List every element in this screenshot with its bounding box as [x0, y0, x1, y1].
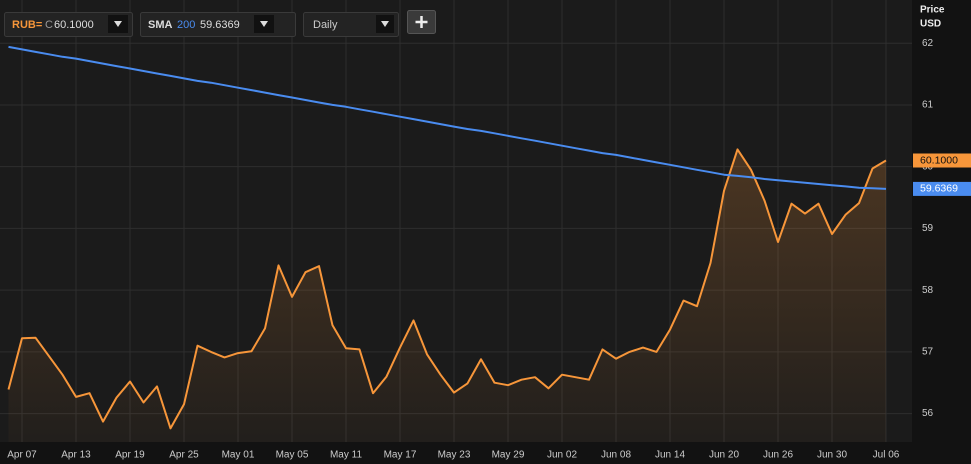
- x-tick-label: May 23: [438, 450, 471, 461]
- symbol-box[interactable]: [4, 12, 133, 37]
- price-tag-label: 60.1000: [920, 154, 958, 166]
- x-tick-label: May 17: [384, 450, 417, 461]
- plot-layer: [0, 0, 912, 442]
- x-tick-label: Jun 02: [547, 450, 577, 461]
- indicator-period: 200: [177, 19, 195, 31]
- area-fill: [8, 149, 886, 442]
- price-tag-label: 59.6369: [920, 183, 958, 195]
- interval-box[interactable]: [303, 12, 399, 37]
- dropdown-icon: [381, 21, 389, 27]
- y-tick-label: 57: [922, 347, 934, 358]
- x-tick-label: Jul 06: [873, 450, 900, 461]
- dropdown-icon: [114, 21, 122, 27]
- indicator-value: 59.6369: [200, 19, 240, 31]
- add-icon: [415, 16, 428, 28]
- x-tick-label: May 05: [276, 450, 309, 461]
- x-tick-label: May 11: [330, 450, 362, 461]
- x-tick-label: May 01: [222, 450, 255, 461]
- close-label: C: [45, 19, 53, 31]
- price-tag: [913, 181, 971, 196]
- x-tick-label: Apr 07: [7, 450, 37, 461]
- series-line: [7, 148, 887, 430]
- y-tick-label: 61: [922, 100, 934, 111]
- x-tick-label: Apr 19: [115, 450, 145, 461]
- close-value: 60.1000: [54, 19, 94, 31]
- symbol: RUB=: [12, 19, 42, 31]
- axis-panel: [912, 0, 971, 464]
- y-tick-label: 62: [922, 38, 934, 49]
- price-tag: [913, 153, 971, 168]
- y-tick-label: 59: [922, 223, 934, 234]
- dropdown-icon: [260, 21, 268, 27]
- x-tick-label: May 29: [492, 450, 525, 461]
- y-tick-label: 56: [922, 408, 934, 419]
- y-tick-label: 58: [922, 285, 934, 296]
- x-tick-label: Jun 30: [817, 450, 847, 461]
- x-tick-label: Jun 26: [763, 450, 793, 461]
- x-tick-label: Jun 08: [601, 450, 631, 461]
- x-tick-label: Apr 13: [61, 450, 91, 461]
- x-tick-label: Jun 20: [709, 450, 739, 461]
- series-line: [8, 45, 887, 190]
- interval: Daily: [313, 19, 338, 31]
- x-axis-panel: [0, 442, 912, 464]
- toolbar: RUB= C 60.1000 SMA 200 59.6369 Daily: [4, 10, 436, 37]
- y-axis-unit: USD: [920, 19, 941, 30]
- x-tick-label: Apr 25: [169, 450, 199, 461]
- indicator: SMA: [148, 19, 173, 31]
- x-tick-label: Jun 14: [655, 450, 685, 461]
- y-axis-title: Price: [920, 5, 945, 16]
